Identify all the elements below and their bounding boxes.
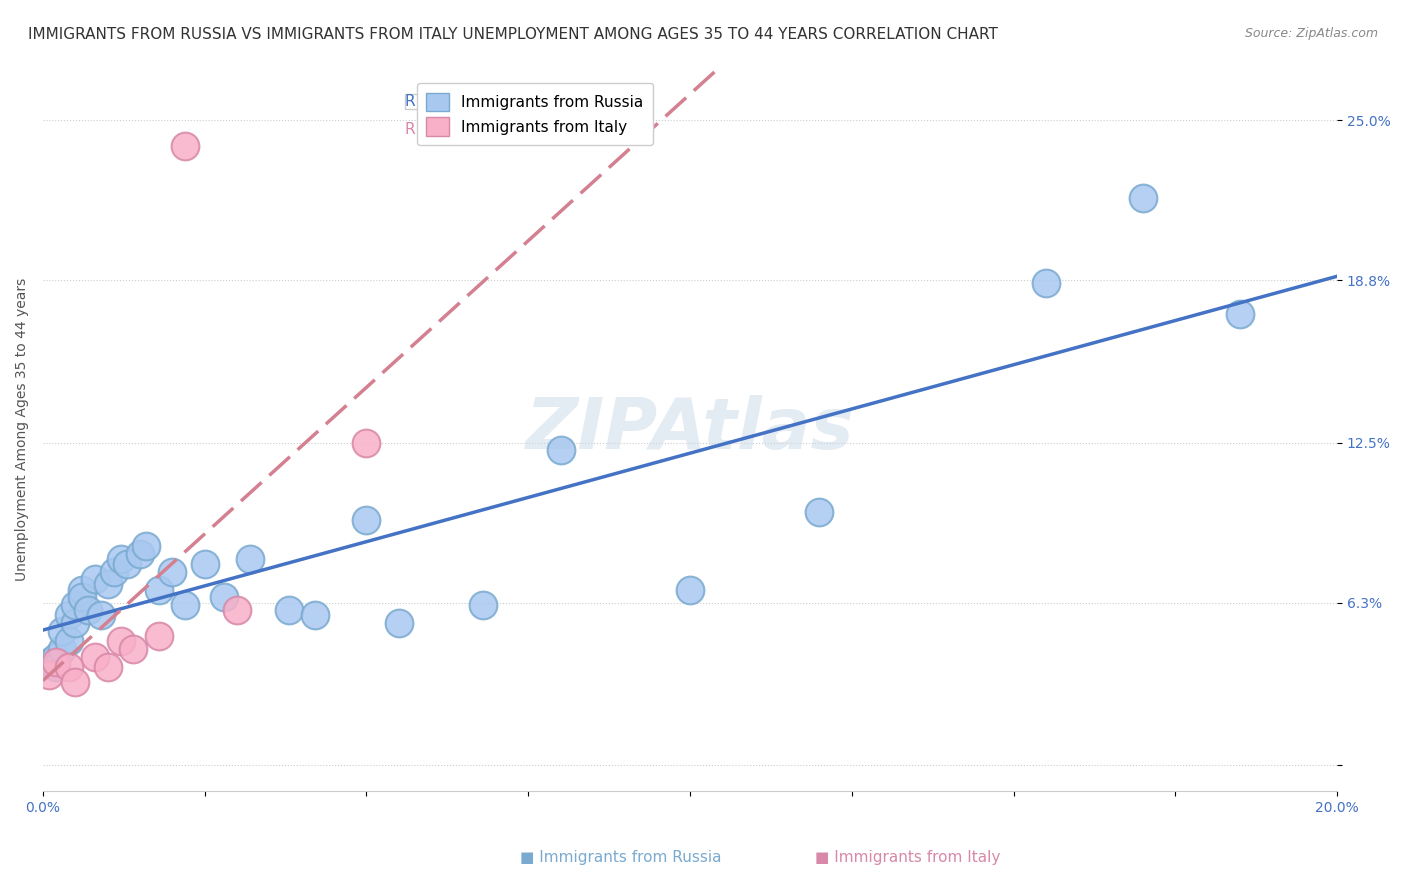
Point: [90, 608, 112, 623]
Point: [97, 577, 120, 591]
Point: [58, 608, 80, 623]
Point: [103, 565, 125, 579]
Point: [129, 547, 152, 561]
Point: [65, 616, 87, 631]
Text: ■ Immigrants from Italy: ■ Immigrants from Italy: [815, 850, 1001, 865]
Point: [471, 598, 494, 612]
Text: R = 0.634   N = 37: R = 0.634 N = 37: [405, 94, 550, 109]
Point: [388, 616, 411, 631]
Point: [277, 603, 299, 617]
Point: [115, 557, 138, 571]
Point: [58, 660, 80, 674]
Point: [226, 603, 249, 617]
Point: [1229, 307, 1251, 321]
Point: [45, 649, 67, 664]
Point: [83, 649, 105, 664]
Point: [51, 642, 73, 657]
Point: [212, 591, 235, 605]
Point: [97, 660, 120, 674]
Point: [122, 642, 145, 657]
Point: [174, 139, 197, 153]
Point: [679, 582, 702, 597]
Point: [304, 608, 326, 623]
Point: [550, 443, 572, 458]
Point: [77, 603, 100, 617]
Point: [70, 582, 93, 597]
Point: [45, 660, 67, 674]
Point: [194, 557, 217, 571]
Point: [51, 624, 73, 638]
Point: [1132, 190, 1154, 204]
Text: ■ Immigrants from Russia: ■ Immigrants from Russia: [520, 850, 721, 865]
Text: R = 0.585   N = 12: R = 0.585 N = 12: [405, 122, 550, 137]
Point: [65, 675, 87, 690]
Text: Source: ZipAtlas.com: Source: ZipAtlas.com: [1244, 27, 1378, 40]
Point: [356, 513, 378, 527]
Point: [1035, 276, 1057, 290]
Point: [38, 667, 60, 681]
Point: [70, 591, 93, 605]
Point: [148, 582, 170, 597]
Point: [135, 539, 157, 553]
Point: [162, 565, 184, 579]
Point: [174, 598, 197, 612]
Legend: Immigrants from Russia, Immigrants from Italy: Immigrants from Russia, Immigrants from …: [416, 83, 652, 145]
Point: [239, 551, 262, 566]
Point: [110, 634, 132, 648]
Point: [356, 435, 378, 450]
Point: [58, 634, 80, 648]
Point: [45, 655, 67, 669]
Point: [148, 629, 170, 643]
Point: [110, 551, 132, 566]
Point: [65, 598, 87, 612]
Point: [808, 505, 831, 519]
Point: [83, 572, 105, 586]
Text: IMMIGRANTS FROM RUSSIA VS IMMIGRANTS FROM ITALY UNEMPLOYMENT AMONG AGES 35 TO 44: IMMIGRANTS FROM RUSSIA VS IMMIGRANTS FRO…: [28, 27, 998, 42]
Y-axis label: Unemployment Among Ages 35 to 44 years: Unemployment Among Ages 35 to 44 years: [15, 278, 30, 582]
Point: [38, 655, 60, 669]
Text: ZIPAtlas: ZIPAtlas: [526, 395, 855, 464]
